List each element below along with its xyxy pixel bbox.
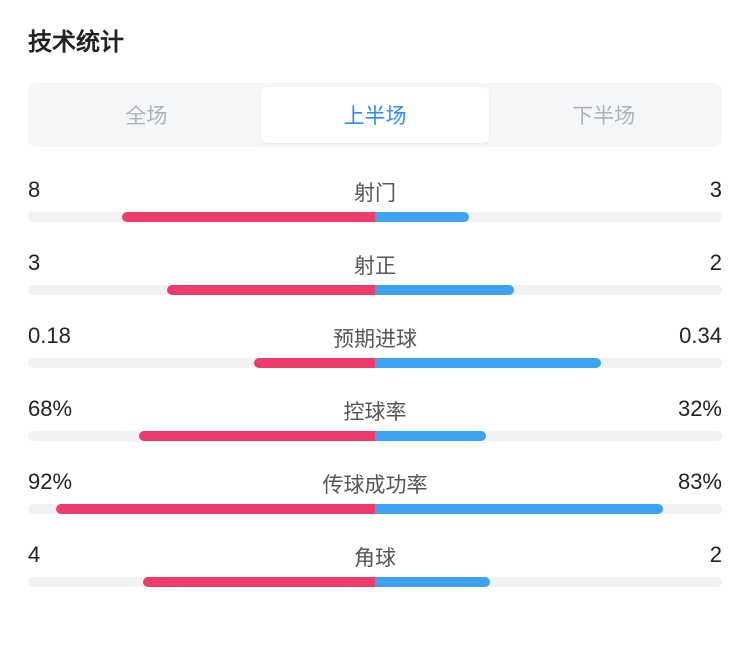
stat-bar-left-half bbox=[28, 358, 375, 368]
stat-row: 68% 控球率 32% bbox=[28, 396, 722, 441]
stat-name: 传球成功率 bbox=[323, 469, 428, 499]
stat-bar-right-fill bbox=[375, 577, 490, 587]
stat-bar-right-half bbox=[375, 358, 722, 368]
stat-labels: 3射正2 bbox=[28, 250, 722, 276]
stat-row: 8 射门 3 bbox=[28, 177, 722, 222]
stat-bar-left-half bbox=[28, 504, 375, 514]
stat-right-value: 32% bbox=[678, 396, 722, 422]
stat-right-value: 2 bbox=[710, 250, 722, 276]
stat-bar-left-fill bbox=[167, 285, 375, 295]
stat-left-value: 68% bbox=[28, 396, 72, 422]
stat-bar-left-half bbox=[28, 577, 375, 587]
stat-bar-right-fill bbox=[375, 431, 486, 441]
stat-bar bbox=[28, 577, 722, 587]
stat-right-value: 0.34 bbox=[679, 323, 722, 349]
stats-panel: 技术统计 全场 上半场 下半场 8 射门 3 3 射正 2 0.18 预期进球 0.34 68% 控… bbox=[0, 0, 750, 633]
stats-list: 8 射门 3 3 射正 2 0.18 预期进球 0.34 68% 控球率 32% 92% 传球成功率 83%… bbox=[28, 177, 722, 587]
stat-bar bbox=[28, 285, 722, 295]
stat-bar bbox=[28, 358, 722, 368]
stat-labels: 4角球2 bbox=[28, 542, 722, 568]
stat-bar-right-fill bbox=[375, 212, 469, 222]
stat-row: 3 射正 2 bbox=[28, 250, 722, 295]
stat-labels: 68%控球率32% bbox=[28, 396, 722, 422]
stat-bar-left-fill bbox=[56, 504, 375, 514]
stat-right-value: 3 bbox=[710, 177, 722, 203]
stat-row: 0.18 预期进球 0.34 bbox=[28, 323, 722, 368]
stat-bar bbox=[28, 504, 722, 514]
stat-bar-right-half bbox=[375, 212, 722, 222]
stat-row: 92% 传球成功率 83% bbox=[28, 469, 722, 514]
stat-bar-left-fill bbox=[143, 577, 375, 587]
stat-left-value: 92% bbox=[28, 469, 72, 495]
stat-name: 预期进球 bbox=[333, 323, 417, 353]
period-tabs: 全场 上半场 下半场 bbox=[28, 83, 722, 147]
stat-name: 射门 bbox=[354, 177, 396, 207]
stat-bar bbox=[28, 431, 722, 441]
stat-bar-left-half bbox=[28, 285, 375, 295]
stat-name: 角球 bbox=[354, 542, 396, 572]
stat-bar-left-fill bbox=[139, 431, 375, 441]
stat-labels: 92%传球成功率83% bbox=[28, 469, 722, 495]
stat-bar-left-fill bbox=[122, 212, 375, 222]
stat-left-value: 3 bbox=[28, 250, 40, 276]
stat-bar-right-fill bbox=[375, 358, 601, 368]
stat-bar-left-fill bbox=[254, 358, 375, 368]
stat-bar-right-half bbox=[375, 285, 722, 295]
tab-second-half[interactable]: 下半场 bbox=[489, 87, 718, 143]
panel-title: 技术统计 bbox=[28, 22, 722, 57]
stat-bar-left-half bbox=[28, 431, 375, 441]
stat-labels: 8射门3 bbox=[28, 177, 722, 203]
stat-bar-right-half bbox=[375, 577, 722, 587]
stat-name: 射正 bbox=[354, 250, 396, 280]
stat-right-value: 83% bbox=[678, 469, 722, 495]
stat-name: 控球率 bbox=[344, 396, 407, 426]
stat-row: 4 角球 2 bbox=[28, 542, 722, 587]
stat-left-value: 4 bbox=[28, 542, 40, 568]
stat-labels: 0.18预期进球0.34 bbox=[28, 323, 722, 349]
stat-bar-right-half bbox=[375, 431, 722, 441]
stat-left-value: 8 bbox=[28, 177, 40, 203]
stat-bar-right-half bbox=[375, 504, 722, 514]
stat-bar-right-fill bbox=[375, 285, 514, 295]
stat-left-value: 0.18 bbox=[28, 323, 71, 349]
tab-first-half[interactable]: 上半场 bbox=[261, 87, 490, 143]
tab-full[interactable]: 全场 bbox=[32, 87, 261, 143]
stat-bar-left-half bbox=[28, 212, 375, 222]
stat-right-value: 2 bbox=[710, 542, 722, 568]
stat-bar-right-fill bbox=[375, 504, 663, 514]
stat-bar bbox=[28, 212, 722, 222]
